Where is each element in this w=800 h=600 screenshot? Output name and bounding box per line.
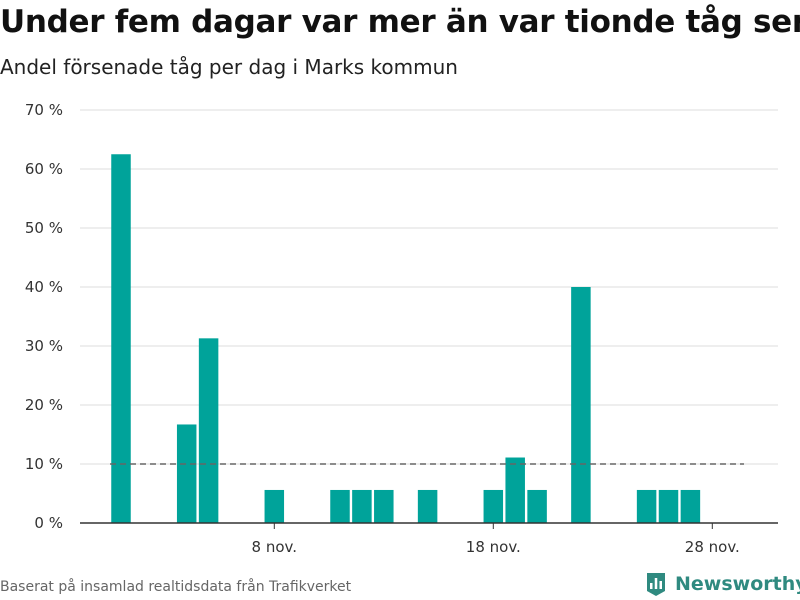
bar — [505, 457, 525, 523]
y-tick-label: 30 % — [25, 337, 63, 355]
source-note: Baserat på insamlad realtidsdata från Tr… — [0, 579, 352, 595]
y-tick-label: 60 % — [25, 160, 63, 178]
gridlines — [80, 109, 778, 465]
y-tick-label: 10 % — [25, 455, 63, 473]
y-tick-label: 0 % — [34, 514, 63, 532]
chart-title: Under fem dagar var mer än var tionde tå… — [0, 4, 800, 40]
bar — [176, 424, 197, 523]
brand-name: Newsworthy — [675, 573, 800, 595]
y-axis-ticks: 0 % 10 % 20 % 30 % 40 % 50 % 60 % 70 % — [25, 101, 63, 532]
x-tick-label: 8 nov. — [252, 538, 297, 556]
bar — [198, 338, 219, 523]
x-tick-label: 28 nov. — [685, 538, 740, 556]
bar — [352, 489, 372, 523]
x-axis-ticks: 8 nov. 18 nov. 28 nov. — [252, 523, 740, 556]
bar — [571, 287, 591, 523]
bar — [636, 489, 657, 523]
bar — [264, 489, 285, 523]
y-tick-label: 70 % — [25, 101, 63, 119]
chart-subtitle: Andel försenade tåg per dag i Marks komm… — [0, 55, 458, 79]
bars — [111, 154, 701, 523]
bar — [111, 154, 131, 523]
y-tick-label: 50 % — [25, 219, 63, 237]
brand-logo-group: Newsworthy — [645, 570, 800, 598]
x-tick-label: 18 nov. — [466, 538, 521, 556]
bar — [330, 489, 350, 523]
bar — [483, 489, 504, 523]
y-tick-label: 40 % — [25, 278, 63, 296]
bar — [527, 489, 547, 523]
newsworthy-logo-icon — [647, 573, 665, 596]
bar — [417, 489, 438, 523]
bar — [658, 489, 679, 523]
y-tick-label: 20 % — [25, 396, 63, 414]
bar — [374, 489, 394, 523]
bar — [680, 489, 701, 523]
